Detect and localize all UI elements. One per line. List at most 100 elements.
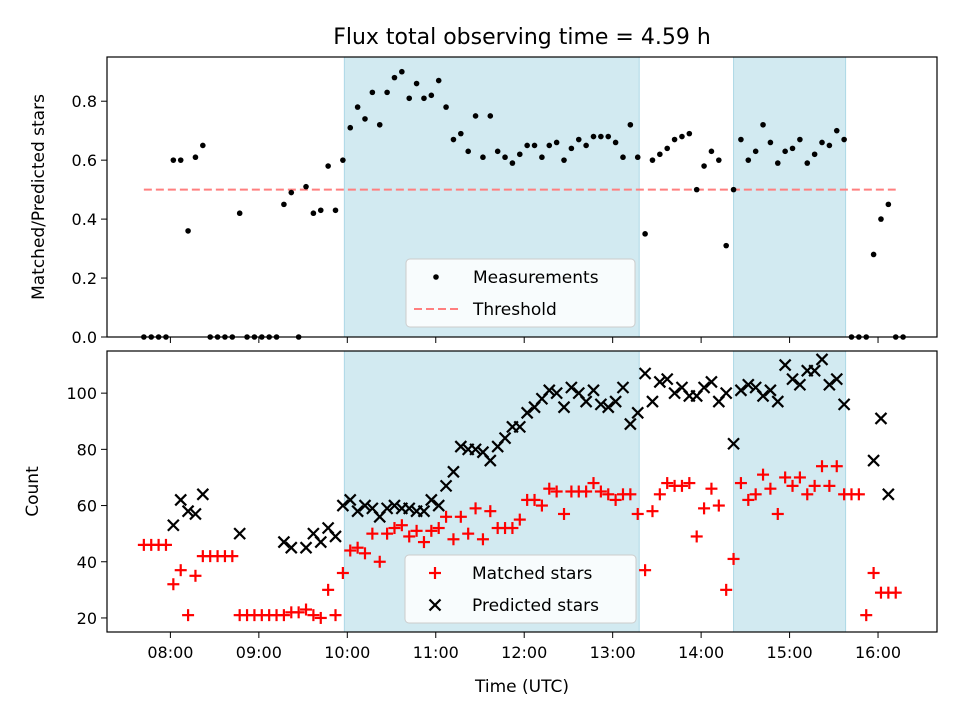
matched-star-point <box>631 507 644 520</box>
measurement-point <box>774 160 781 166</box>
measurement-point <box>435 77 442 84</box>
legend-marker <box>428 598 442 612</box>
matched-star-point <box>734 477 747 490</box>
measurement-point <box>531 142 538 149</box>
y-tick-label: 80 <box>77 440 97 459</box>
matched-star-point <box>543 482 556 495</box>
top-panel: 0.0 0.2 0.4 0.6 0.8 Matched/Predicted stars Me… <box>29 56 938 347</box>
measurement-point <box>236 210 243 217</box>
matched-star-point <box>727 552 740 565</box>
matched-star-point <box>189 569 202 582</box>
measurement-point <box>303 183 309 190</box>
predicted-star-point <box>285 541 298 554</box>
predicted-star-point <box>542 384 556 397</box>
predicted-star-point <box>498 431 512 445</box>
measurement-point <box>833 127 840 134</box>
measurement-point <box>708 148 715 155</box>
predicted-star-point <box>631 406 645 420</box>
legend-label: Predicted stars <box>472 596 599 616</box>
x-tick-label: 16:00 <box>855 643 901 662</box>
matched-star-point <box>395 519 408 532</box>
predicted-star-point <box>299 541 313 554</box>
measurement-point <box>605 133 612 140</box>
measurement-point <box>819 139 825 146</box>
predicted-star-point <box>513 420 527 434</box>
measurement-point <box>384 89 390 96</box>
matched-star-point <box>587 477 600 490</box>
measurement-point <box>634 154 641 161</box>
predicted-star-point <box>233 527 246 540</box>
matched-star-point <box>159 538 172 551</box>
measurement-point <box>723 242 729 249</box>
measurement-point <box>391 74 398 81</box>
predicted-star-point <box>705 375 718 389</box>
measurement-point <box>693 186 700 193</box>
legend-label: Threshold <box>472 300 557 320</box>
legend-marker <box>433 274 439 280</box>
measurement-point <box>797 136 803 143</box>
measurement-point <box>760 121 766 128</box>
predicted-star-point <box>719 386 733 400</box>
matched-star-point <box>226 550 239 563</box>
measurement-point <box>664 145 671 152</box>
measurement-point <box>841 136 847 143</box>
matched-star-point <box>484 505 497 518</box>
predicted-star-point <box>867 454 880 467</box>
matched-star-point <box>358 547 371 560</box>
matched-star-point <box>535 499 548 512</box>
matched-star-point <box>550 485 563 498</box>
matched-star-point <box>698 502 711 515</box>
measurement-point <box>458 130 464 137</box>
predicted-star-point <box>579 395 593 408</box>
predicted-star-point <box>550 386 563 400</box>
predicted-star-point <box>565 381 578 394</box>
predicted-star-point <box>638 367 652 380</box>
matched-star-point <box>174 564 187 577</box>
matched-star-point <box>661 477 674 490</box>
predicted-star-point <box>432 499 445 512</box>
matched-star-point <box>653 488 666 501</box>
matched-star-point <box>779 471 792 484</box>
measurement-point <box>281 201 287 208</box>
measurement-point <box>730 186 737 193</box>
matched-star-point <box>432 522 445 535</box>
matched-star-point <box>867 566 880 579</box>
measurement-point <box>443 104 449 110</box>
matched-star-point <box>823 479 836 492</box>
matched-star-point <box>513 513 526 526</box>
predicted-star-point <box>601 400 615 414</box>
matched-star-point <box>580 485 593 498</box>
measurement-point <box>826 142 833 149</box>
matched-star-point <box>314 611 327 624</box>
predicted-star-point <box>439 479 453 493</box>
predicted-star-point <box>343 493 357 507</box>
measurement-point <box>421 95 427 102</box>
matched-star-point <box>351 541 364 554</box>
predicted-star-point <box>697 381 711 394</box>
predicted-star-point <box>882 488 895 501</box>
measurement-point <box>568 145 575 152</box>
matched-star-point <box>801 488 814 501</box>
predicted-star-point <box>756 389 770 403</box>
matched-star-point <box>469 502 482 515</box>
y-tick-label: 20 <box>77 609 97 628</box>
x-axis-label: Time (UTC) <box>474 677 569 697</box>
matched-star-point <box>182 609 195 622</box>
matched-star-point <box>381 527 394 540</box>
measurement-point <box>745 157 752 163</box>
measurement-point <box>406 95 413 102</box>
predicted-star-point <box>417 504 431 518</box>
predicted-star-point <box>336 499 350 512</box>
matched-star-point <box>417 536 430 549</box>
measurement-point <box>340 157 346 163</box>
axes-frame <box>106 350 938 633</box>
y-tick-label: 0.6 <box>72 151 97 170</box>
x-tick-label: 15:00 <box>767 643 813 662</box>
y-tick-label: 40 <box>77 553 97 572</box>
y-tick-label: 60 <box>77 497 97 516</box>
measurement-point <box>612 139 619 146</box>
y-tick-label: 0.0 <box>72 328 97 347</box>
predicted-star-point <box>616 381 630 394</box>
predicted-star-point <box>793 378 807 391</box>
measurement-point <box>354 104 361 110</box>
